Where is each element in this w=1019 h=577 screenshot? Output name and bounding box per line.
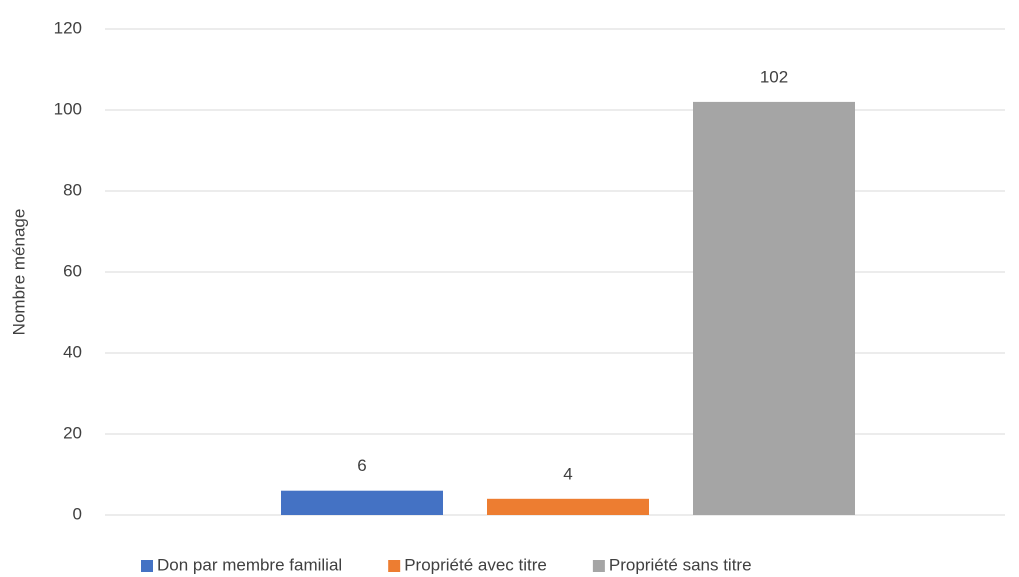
y-tick-label: 120 [54,18,82,37]
data-label: 6 [357,456,366,475]
legend-swatch [592,560,605,572]
y-tick-label: 80 [63,180,82,199]
bar [487,498,649,515]
legend-swatch [388,560,401,572]
y-axis-label: Nombre ménage [9,209,28,336]
y-tick-label: 100 [54,99,82,118]
legend-label: Propriété avec titre [404,555,547,574]
legend-swatch [141,560,153,572]
legend-label: Don par membre familial [157,555,342,574]
data-label: 102 [760,67,788,86]
bar [281,490,443,515]
data-label: 4 [563,464,572,483]
y-tick-label: 0 [73,504,82,523]
y-tick-label: 20 [63,423,82,442]
y-tick-label: 60 [63,261,82,280]
bar [693,101,855,516]
y-tick-label: 40 [63,342,82,361]
legend-label: Propriété sans titre [609,555,752,574]
